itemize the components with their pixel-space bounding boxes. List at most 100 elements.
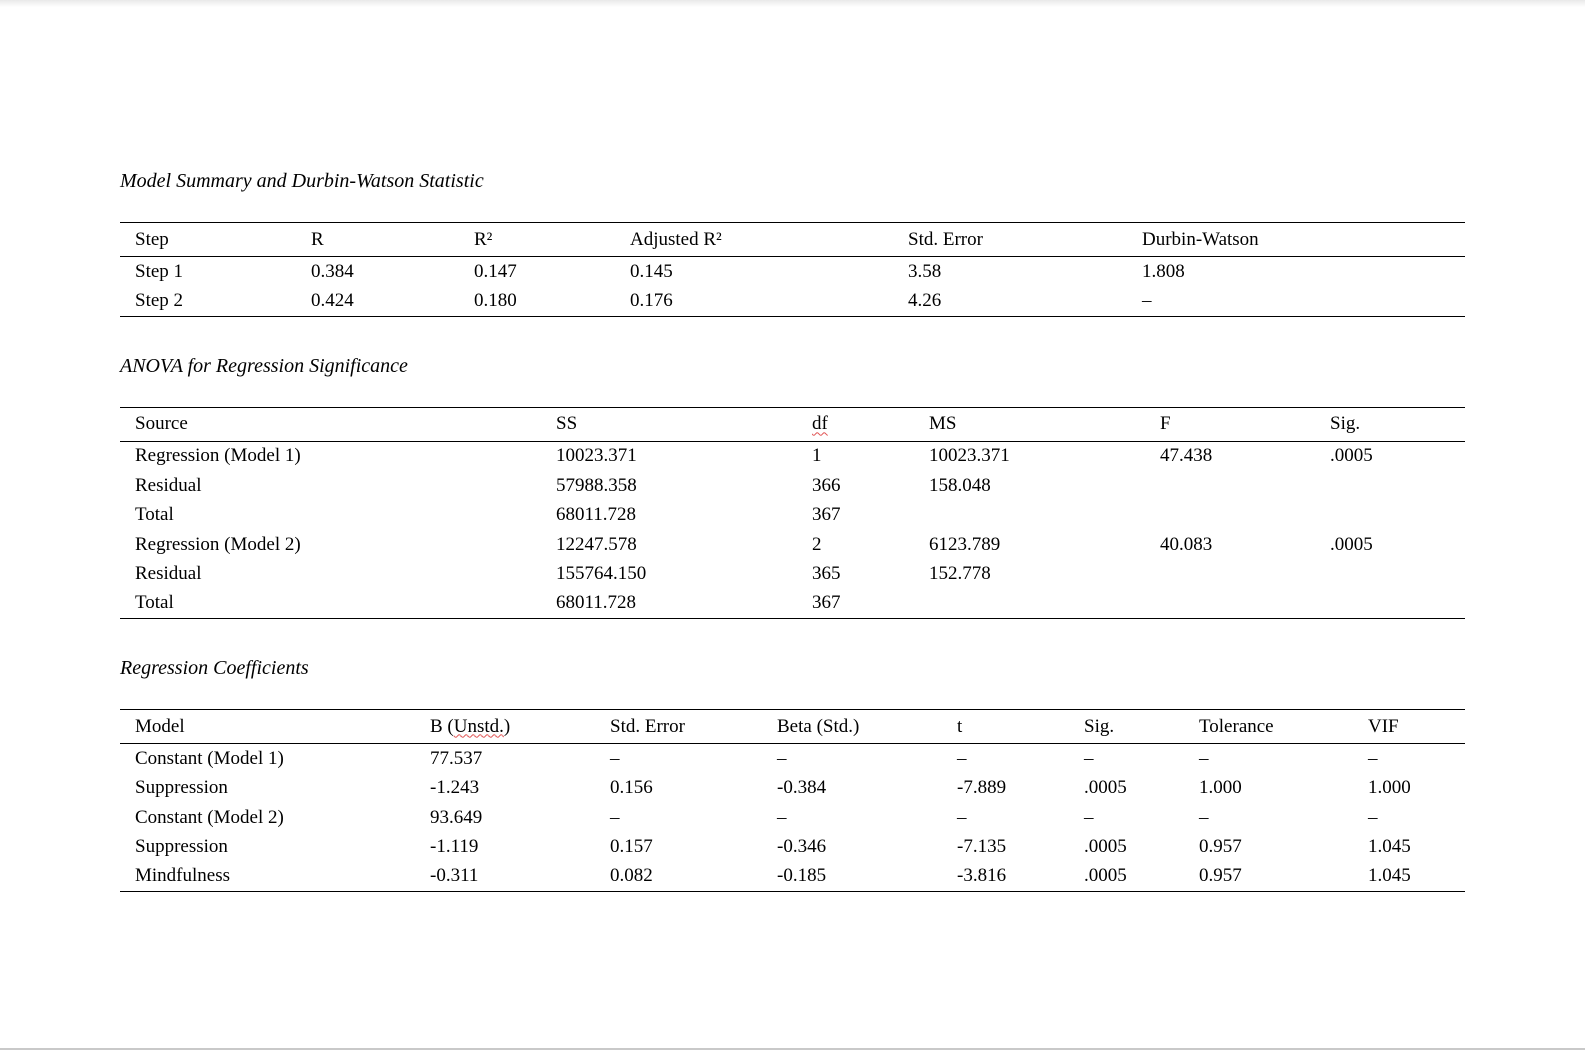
table-cell: 57988.358 [556, 474, 637, 496]
table-cell: 12247.578 [556, 533, 637, 555]
table-cell [1315, 589, 1465, 619]
table-cell: -7.889 [957, 777, 1007, 799]
table-row: Mindfulness -0.311 0.082 -0.185 -3.816 .0005 0… [120, 862, 1465, 892]
table-cell: 77.537 [430, 747, 483, 769]
table-row: Regression (Model 2) 12247.578 2 6123.789 40… [120, 530, 1465, 559]
table-cell: 0.384 [311, 260, 354, 282]
column-header-beta-std: Beta (Std.) [777, 715, 860, 737]
table-cell: – [777, 806, 787, 828]
table-cell: – [610, 806, 620, 828]
table-cell: Constant (Model 1) [135, 747, 284, 769]
table-cell: 1 [812, 445, 822, 467]
anova-title: ANOVA for Regression Significance [120, 354, 408, 377]
table-cell: – [1084, 747, 1094, 769]
table-cell: Regression (Model 1) [135, 445, 301, 467]
table-cell: 0.180 [474, 290, 517, 312]
column-header-sig: Sig. [1084, 715, 1115, 737]
column-header-ss: SS [556, 413, 578, 435]
column-header-model: Model [135, 715, 185, 737]
table-cell: 1.808 [1142, 260, 1185, 282]
section-regression-coefficients: Regression Coefficients Model B (Unstd.) St… [120, 657, 1465, 893]
table-row: Total 68011.728 367 [120, 501, 1465, 530]
anova-table: Source SS df MS F Sig. Regression (Model 1) 100… [120, 406, 1465, 620]
column-header-ms: MS [929, 413, 957, 435]
table-cell: Suppression [135, 777, 228, 799]
column-header-std-error: Std. Error [908, 228, 983, 250]
table-cell: .0005 [1084, 835, 1127, 857]
table-cell: -0.384 [777, 777, 827, 799]
table-cell: 93.649 [430, 806, 483, 828]
table-row: Total 68011.728 367 [120, 589, 1465, 619]
table-cell: 68011.728 [556, 592, 637, 614]
table-cell: 10023.371 [556, 445, 637, 467]
table-cell: 155764.150 [556, 563, 647, 585]
header-row: Step R R² Adjusted R² Std. Error Durbin-Watso… [120, 223, 1465, 257]
table-cell: .0005 [1330, 533, 1373, 555]
table-cell: -7.135 [957, 835, 1007, 857]
column-header-adjusted-r: Adjusted R² [630, 228, 722, 250]
table-cell: – [957, 747, 967, 769]
table-cell: – [1368, 806, 1378, 828]
column-header-std-error: Std. Error [610, 715, 685, 737]
table-cell: -3.816 [957, 865, 1007, 887]
model-summary-table: Step R R² Adjusted R² Std. Error Durbin-Watso… [120, 222, 1465, 317]
table-cell: Regression (Model 2) [135, 533, 301, 555]
table-cell: – [1084, 806, 1094, 828]
table-cell: 10023.371 [929, 445, 1010, 467]
table-cell: – [957, 806, 967, 828]
table-row: Constant (Model 1) 77.537 – – – – – – [120, 744, 1465, 774]
table-cell [1315, 559, 1465, 588]
table-row: Step 2 0.424 0.180 0.176 4.26 – [120, 286, 1465, 316]
table-cell: 6123.789 [929, 533, 1001, 555]
table-cell: 1.045 [1368, 835, 1411, 857]
table-cell: Residual [135, 563, 202, 585]
page-top-shadow [0, 0, 1585, 7]
table-row: Residual 57988.358 366 158.048 [120, 471, 1465, 500]
section-anova: ANOVA for Regression Significance Source S… [120, 354, 1465, 620]
table-cell: Residual [135, 474, 202, 496]
table-cell [1145, 501, 1315, 530]
table-cell: 0.424 [311, 290, 354, 312]
table-cell: – [1368, 747, 1378, 769]
spellcheck-underline: Unstd. [453, 715, 504, 737]
table-cell: 152.778 [929, 563, 991, 585]
table-cell: 0.176 [630, 290, 673, 312]
table-cell: 3.58 [908, 260, 942, 282]
table-cell: 0.145 [630, 260, 673, 282]
page-bottom-divider [0, 1048, 1585, 1050]
table-cell [1145, 471, 1315, 500]
table-cell: Mindfulness [135, 865, 230, 887]
spellcheck-underline: df [812, 413, 828, 435]
table-cell: 1.045 [1368, 865, 1411, 887]
column-header-vif: VIF [1368, 715, 1399, 737]
column-header-durbin-watson: Durbin-Watson [1142, 228, 1259, 250]
table-cell: Constant (Model 2) [135, 806, 284, 828]
table-cell: 2 [812, 533, 822, 555]
table-row: Regression (Model 1) 10023.371 1 10023.371 4… [120, 441, 1465, 471]
table-cell [914, 501, 1145, 530]
table-row: Constant (Model 2) 93.649 – – – – – – [120, 803, 1465, 832]
table-cell: Suppression [135, 835, 228, 857]
table-cell: -0.185 [777, 865, 827, 887]
table-cell: -1.119 [430, 835, 479, 857]
table-cell: 0.082 [610, 865, 653, 887]
model-summary-title: Model Summary and Durbin-Watson Statisti… [120, 170, 484, 192]
column-header-sig: Sig. [1330, 413, 1361, 435]
section-model-summary: Model Summary and Durbin-Watson Statisti… [120, 170, 1465, 317]
table-cell: – [1199, 806, 1209, 828]
table-cell: -0.311 [430, 865, 479, 887]
table-cell: 0.147 [474, 260, 517, 282]
table-cell: 0.957 [1199, 835, 1242, 857]
document-content: Model Summary and Durbin-Watson Statisti… [120, 0, 1465, 893]
column-header-source: Source [135, 413, 188, 435]
column-header-f: F [1160, 413, 1171, 435]
table-cell [1145, 559, 1315, 588]
header-row: Source SS df MS F Sig. [120, 407, 1465, 442]
column-header-r: R [311, 228, 324, 250]
table-cell: .0005 [1330, 445, 1373, 467]
table-cell: 365 [812, 563, 841, 585]
regression-coefficients-title: Regression Coefficients [120, 657, 309, 680]
table-cell [1315, 501, 1465, 530]
table-cell: .0005 [1084, 777, 1127, 799]
